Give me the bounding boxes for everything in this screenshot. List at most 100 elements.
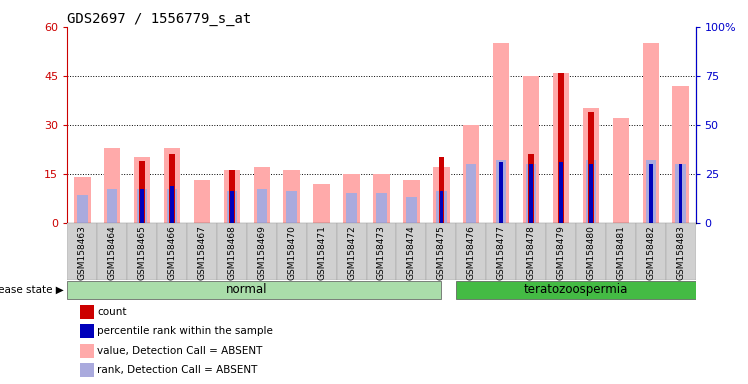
Bar	[646, 160, 656, 223]
Bar	[666, 223, 696, 280]
Bar	[257, 189, 267, 223]
Bar	[649, 164, 652, 223]
Bar	[134, 157, 150, 223]
Bar	[466, 164, 476, 223]
Text: GSM158468: GSM158468	[227, 226, 236, 280]
Text: percentile rank within the sample: percentile rank within the sample	[97, 326, 273, 336]
Bar	[286, 191, 297, 223]
Bar	[672, 86, 689, 223]
Bar	[436, 191, 447, 223]
Text: GSM158469: GSM158469	[257, 226, 266, 280]
Bar	[313, 184, 330, 223]
Bar	[277, 223, 307, 280]
Bar	[307, 223, 337, 280]
Bar	[194, 180, 210, 223]
Bar	[396, 223, 426, 280]
Bar	[67, 281, 441, 299]
Bar	[500, 162, 503, 223]
Bar	[229, 170, 235, 223]
Bar	[560, 162, 562, 223]
Text: normal: normal	[226, 283, 268, 296]
Bar	[516, 223, 546, 280]
Bar	[526, 164, 536, 223]
Text: GDS2697 / 1556779_s_at: GDS2697 / 1556779_s_at	[67, 12, 251, 26]
Bar	[376, 194, 387, 223]
Bar	[486, 223, 516, 280]
Text: count: count	[97, 307, 127, 317]
Text: GSM158483: GSM158483	[676, 226, 685, 280]
Bar	[97, 223, 127, 280]
Text: GSM158480: GSM158480	[586, 226, 595, 280]
Bar	[456, 281, 696, 299]
Bar	[80, 324, 94, 338]
Text: rank, Detection Call = ABSENT: rank, Detection Call = ABSENT	[97, 365, 258, 375]
Bar	[675, 164, 686, 223]
Bar	[167, 189, 177, 223]
Text: GSM158466: GSM158466	[168, 226, 177, 280]
Bar	[403, 180, 420, 223]
Bar	[373, 174, 390, 223]
Bar	[576, 223, 606, 280]
Bar	[588, 112, 594, 223]
Bar	[224, 170, 240, 223]
Bar	[141, 189, 144, 223]
Text: GSM158475: GSM158475	[437, 226, 446, 280]
Bar	[440, 191, 443, 223]
Bar	[496, 160, 506, 223]
Bar	[636, 223, 666, 280]
Bar	[337, 223, 367, 280]
Bar	[230, 191, 233, 223]
Text: GSM158465: GSM158465	[138, 226, 147, 280]
Bar	[254, 167, 270, 223]
Bar	[463, 125, 479, 223]
Bar	[247, 223, 277, 280]
Bar	[426, 223, 456, 280]
Bar	[558, 73, 564, 223]
Text: GSM158463: GSM158463	[78, 226, 87, 280]
Bar	[80, 305, 94, 319]
Bar	[137, 189, 147, 223]
Bar	[107, 189, 117, 223]
Text: GSM158474: GSM158474	[407, 226, 416, 280]
Text: GSM158476: GSM158476	[467, 226, 476, 280]
Bar	[187, 223, 217, 280]
Bar	[546, 223, 576, 280]
Text: GSM158470: GSM158470	[287, 226, 296, 280]
Bar	[157, 223, 187, 280]
Text: GSM158482: GSM158482	[646, 226, 655, 280]
Bar	[433, 167, 450, 223]
Text: GSM158479: GSM158479	[557, 226, 565, 280]
Text: GSM158473: GSM158473	[377, 226, 386, 280]
Bar	[553, 73, 569, 223]
Bar	[586, 160, 596, 223]
Bar	[104, 148, 120, 223]
Bar	[406, 197, 417, 223]
Bar	[679, 164, 682, 223]
Bar	[139, 161, 145, 223]
Bar	[67, 223, 97, 280]
Bar	[367, 223, 396, 280]
Text: GSM158478: GSM158478	[527, 226, 536, 280]
Bar	[283, 170, 300, 223]
Text: GSM158464: GSM158464	[108, 226, 117, 280]
Text: GSM158481: GSM158481	[616, 226, 625, 280]
Bar	[171, 185, 174, 223]
Bar	[528, 154, 534, 223]
Bar	[589, 164, 592, 223]
Text: disease state ▶: disease state ▶	[0, 285, 64, 295]
Bar	[523, 76, 539, 223]
Bar	[227, 191, 237, 223]
Bar	[80, 344, 94, 358]
Text: teratozoospermia: teratozoospermia	[524, 283, 628, 296]
Text: GSM158477: GSM158477	[497, 226, 506, 280]
Bar	[169, 154, 175, 223]
Bar	[530, 164, 533, 223]
Bar	[606, 223, 636, 280]
Bar	[74, 177, 91, 223]
Bar	[583, 109, 599, 223]
Bar	[217, 223, 247, 280]
Bar	[438, 157, 444, 223]
Bar	[343, 174, 360, 223]
Bar	[643, 43, 659, 223]
Text: value, Detection Call = ABSENT: value, Detection Call = ABSENT	[97, 346, 263, 356]
